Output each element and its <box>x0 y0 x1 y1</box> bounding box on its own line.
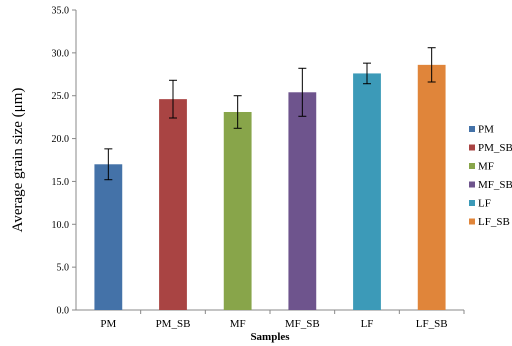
legend-label: MF <box>478 161 494 173</box>
legend-swatch <box>469 163 475 169</box>
x-tick-label: PM <box>100 318 116 330</box>
y-tick-label: 35.0 <box>52 6 70 17</box>
legend-swatch <box>469 181 475 188</box>
legend: PM PM_SB MF MF_SB LF LF_SB <box>469 124 512 228</box>
legend-label: PM <box>478 124 494 136</box>
y-axis-ticks: 0.0 5.0 10.0 15.0 20.0 25.0 30.0 35.0 <box>52 6 76 317</box>
legend-label: MF_SB <box>478 179 512 191</box>
bar <box>288 92 317 311</box>
x-axis-categories: PM PM_SB MF MF_SB LF LF_SB <box>100 318 447 330</box>
bar <box>353 73 381 310</box>
y-tick-label: 30.0 <box>52 48 70 59</box>
axes <box>75 10 465 314</box>
x-tick-label: LF <box>361 318 374 330</box>
x-axis-label: Samples <box>250 331 290 343</box>
legend-label: LF <box>478 198 491 210</box>
x-tick-label: MF_SB <box>285 318 320 330</box>
y-tick-label: 5.0 <box>57 263 70 274</box>
y-tick-label: 10.0 <box>52 220 70 231</box>
y-tick-label: 15.0 <box>52 177 70 188</box>
bar <box>223 112 252 310</box>
legend-swatch <box>469 126 475 132</box>
legend-swatch <box>469 218 475 225</box>
legend-swatch <box>469 200 475 206</box>
legend-label: LF_SB <box>478 216 510 228</box>
bar <box>417 64 446 310</box>
x-tick-label: PM_SB <box>156 318 191 330</box>
bars <box>94 64 446 311</box>
x-tick-label: MF <box>230 318 246 330</box>
y-tick-label: 20.0 <box>52 134 70 145</box>
legend-label: PM_SB <box>478 142 512 154</box>
error-bars <box>104 47 436 181</box>
y-tick-label: 0.0 <box>57 306 70 317</box>
legend-swatch <box>469 144 475 151</box>
y-tick-label: 25.0 <box>52 91 70 102</box>
bar <box>94 164 123 310</box>
x-tick-label: LF_SB <box>416 318 448 330</box>
y-axis-label: Average grain size (μm) <box>10 88 26 233</box>
bar <box>159 99 187 311</box>
